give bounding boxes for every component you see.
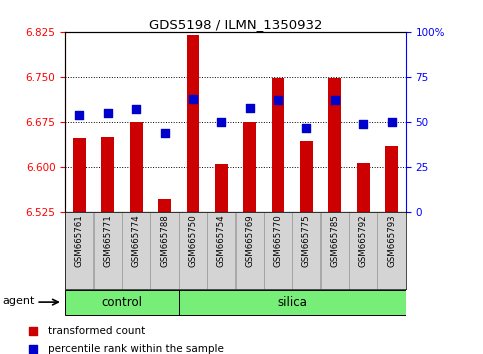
Bar bbox=[186, 35, 199, 212]
Bar bbox=[357, 163, 369, 212]
Text: GSM665771: GSM665771 bbox=[103, 215, 112, 267]
Point bbox=[317, 285, 325, 291]
Bar bbox=[151, 212, 179, 289]
Text: GSM665770: GSM665770 bbox=[273, 215, 283, 267]
Bar bbox=[73, 138, 86, 212]
Text: percentile rank within the sample: percentile rank within the sample bbox=[48, 344, 224, 354]
Text: GSM665793: GSM665793 bbox=[387, 215, 396, 267]
Point bbox=[317, 124, 325, 130]
Point bbox=[274, 98, 282, 103]
Bar bbox=[122, 212, 150, 289]
Point bbox=[104, 110, 112, 116]
Bar bbox=[236, 212, 264, 289]
Bar bbox=[378, 212, 406, 289]
Bar bbox=[328, 78, 341, 212]
Bar bbox=[207, 212, 235, 289]
Bar bbox=[264, 212, 292, 289]
Text: silica: silica bbox=[277, 296, 307, 309]
Text: GSM665754: GSM665754 bbox=[217, 215, 226, 267]
Title: GDS5198 / ILMN_1350932: GDS5198 / ILMN_1350932 bbox=[149, 18, 322, 31]
Bar bbox=[101, 137, 114, 212]
Point bbox=[75, 112, 83, 118]
Text: GSM665788: GSM665788 bbox=[160, 215, 169, 267]
Text: control: control bbox=[101, 296, 142, 309]
Text: agent: agent bbox=[2, 296, 35, 306]
Point bbox=[359, 121, 367, 127]
Bar bbox=[385, 145, 398, 212]
Bar bbox=[65, 290, 179, 315]
Point bbox=[302, 125, 310, 130]
Text: GSM665774: GSM665774 bbox=[132, 215, 141, 267]
Bar bbox=[94, 212, 122, 289]
Point bbox=[132, 107, 140, 112]
Bar bbox=[243, 122, 256, 212]
Text: GSM665792: GSM665792 bbox=[359, 215, 368, 267]
Bar bbox=[179, 290, 406, 315]
Bar bbox=[65, 212, 93, 289]
Bar bbox=[300, 141, 313, 212]
Text: GSM665750: GSM665750 bbox=[188, 215, 198, 267]
Text: GSM665775: GSM665775 bbox=[302, 215, 311, 267]
Point bbox=[217, 119, 225, 125]
Point bbox=[388, 119, 396, 125]
Bar bbox=[321, 212, 349, 289]
Point bbox=[161, 130, 169, 136]
Point bbox=[189, 96, 197, 102]
Bar bbox=[130, 122, 142, 212]
Bar bbox=[271, 78, 284, 212]
Bar bbox=[349, 212, 377, 289]
Text: GSM665769: GSM665769 bbox=[245, 215, 254, 267]
Bar bbox=[179, 212, 207, 289]
Bar bbox=[158, 199, 171, 212]
Text: GSM665785: GSM665785 bbox=[330, 215, 339, 267]
Text: transformed count: transformed count bbox=[48, 326, 145, 336]
Point bbox=[331, 98, 339, 103]
Bar bbox=[292, 212, 320, 289]
Point bbox=[246, 105, 254, 110]
Bar bbox=[215, 164, 227, 212]
Text: GSM665761: GSM665761 bbox=[75, 215, 84, 267]
